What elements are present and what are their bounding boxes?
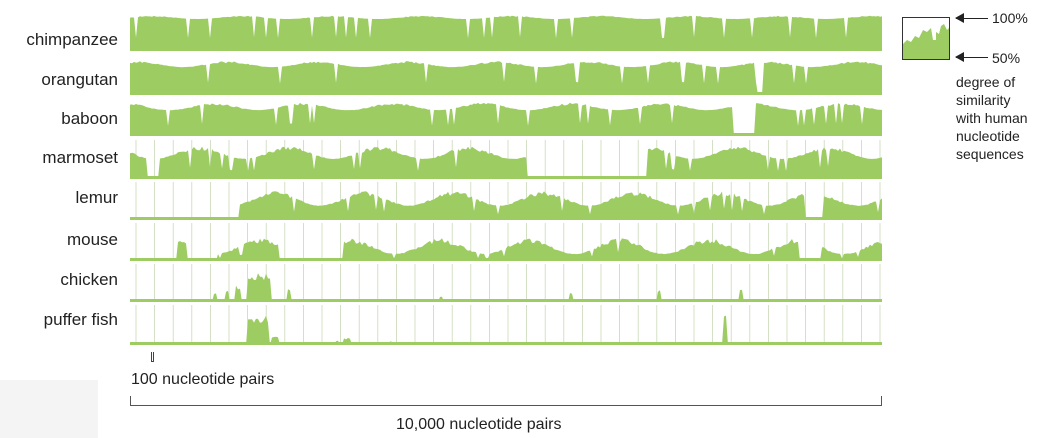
- track-puffer-fish: [130, 303, 882, 345]
- similarity-legend-swatch: [902, 17, 950, 60]
- legend-caption-line: degree of: [956, 74, 1016, 90]
- track-lemur: [130, 180, 882, 220]
- legend-arrow-100: [955, 13, 988, 23]
- species-label-chicken: chicken: [60, 270, 118, 289]
- scale-bar-small: [151, 352, 154, 362]
- species-label-chimpanzee: chimpanzee: [26, 30, 118, 49]
- track-baseline: [130, 299, 882, 302]
- track-baseline: [130, 133, 882, 136]
- legend-label-100: 100%: [992, 10, 1028, 26]
- legend-label-50: 50%: [992, 50, 1021, 66]
- species-label-orangutan: orangutan: [41, 70, 118, 89]
- similarity-profile: [130, 191, 882, 220]
- track-baseline: [130, 48, 882, 51]
- legend-caption-line: similarity: [956, 92, 1011, 108]
- similarity-profile: [130, 273, 882, 302]
- species-label-marmoset: marmoset: [42, 148, 118, 167]
- track-chicken: [130, 262, 882, 302]
- track-marmoset: [130, 138, 882, 179]
- legend-arrow-50: [955, 52, 988, 62]
- species-label-puffer-fish: puffer fish: [43, 310, 118, 329]
- species-label-lemur: lemur: [75, 188, 118, 207]
- track-baseline: [130, 217, 882, 220]
- scale-label-large: 10,000 nucleotide pairs: [396, 416, 562, 433]
- track-mouse: [130, 221, 882, 261]
- track-chimpanzee: [130, 12, 882, 51]
- track-orangutan: [130, 56, 882, 95]
- legend-caption-line: with human: [956, 110, 1028, 126]
- track-baseline: [130, 258, 882, 261]
- legend-caption-line: nucleotide: [956, 128, 1020, 144]
- similarity-profile: [130, 61, 882, 95]
- similarity-profile: [130, 238, 882, 261]
- similarity-profile: [130, 146, 882, 179]
- species-label-baboon: baboon: [61, 109, 118, 128]
- legend-caption-line: sequences: [956, 146, 1024, 162]
- faint-background-patch: [0, 380, 98, 438]
- scale-bar-large: [130, 396, 882, 406]
- track-baseline: [130, 176, 882, 179]
- track-baseline: [130, 342, 882, 345]
- legend-swatch-graphic: [903, 24, 949, 59]
- similarity-profile: [130, 315, 882, 345]
- track-baboon: [130, 96, 882, 136]
- scale-label-small: 100 nucleotide pairs: [131, 371, 275, 388]
- track-baseline: [130, 92, 882, 95]
- similarity-profile: [130, 15, 882, 51]
- legend-caption: degree of similarity with human nucleoti…: [956, 73, 1052, 163]
- species-label-mouse: mouse: [66, 230, 118, 249]
- similarity-profile: [130, 102, 882, 136]
